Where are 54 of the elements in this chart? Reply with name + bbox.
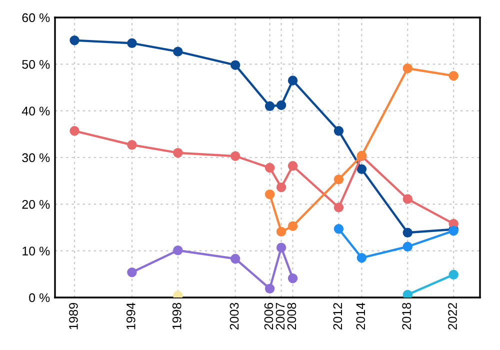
point <box>402 64 412 74</box>
x-tick-label: 2007 <box>276 302 285 330</box>
point <box>334 126 344 136</box>
point <box>70 126 80 136</box>
point <box>356 164 367 174</box>
point <box>288 221 298 231</box>
x-tick-label: 2022 <box>448 302 457 330</box>
x-tick-label: 2018 <box>402 302 411 330</box>
point <box>448 70 458 81</box>
x-tick-label: 1989 <box>69 302 78 330</box>
point <box>264 190 275 200</box>
point <box>288 76 298 86</box>
point <box>127 38 137 48</box>
point <box>334 174 344 184</box>
x-tick-label: 2006 <box>264 302 274 330</box>
point <box>70 36 80 46</box>
point <box>276 242 286 252</box>
x-tick-label: 1998 <box>172 302 182 330</box>
x-tick-label: 2008 <box>287 302 296 330</box>
point <box>288 161 298 171</box>
y-tick-label: 0 % <box>29 293 50 302</box>
point <box>276 226 286 237</box>
point <box>402 194 412 204</box>
point <box>127 267 137 278</box>
point <box>288 274 298 284</box>
point <box>230 151 240 161</box>
point <box>264 284 275 294</box>
point <box>264 162 275 173</box>
point <box>230 254 240 264</box>
x-tick-label: 2003 <box>230 302 239 330</box>
point <box>334 224 344 234</box>
y-tick-label: 10 % <box>22 246 50 256</box>
point <box>356 252 367 263</box>
y-tick-label: 40 % <box>22 106 50 116</box>
y-tick-label: 20 % <box>22 200 50 209</box>
point <box>448 270 458 280</box>
point <box>402 228 412 238</box>
point <box>173 148 183 158</box>
y-tick-label: 60 % <box>22 13 50 22</box>
y-tick-label: 30 % <box>22 153 50 162</box>
point <box>173 246 183 256</box>
x-tick-label: 2012 <box>333 302 342 330</box>
point <box>402 242 412 252</box>
point <box>173 46 183 56</box>
point <box>276 100 286 110</box>
point <box>127 140 137 150</box>
point <box>264 101 275 112</box>
point <box>276 182 286 192</box>
point <box>402 290 412 298</box>
point <box>334 202 344 212</box>
x-tick-label: 2014 <box>356 302 366 330</box>
y-tick-label: 50 % <box>22 60 50 69</box>
x-tick-label: 1994 <box>126 302 136 330</box>
point <box>230 60 240 70</box>
